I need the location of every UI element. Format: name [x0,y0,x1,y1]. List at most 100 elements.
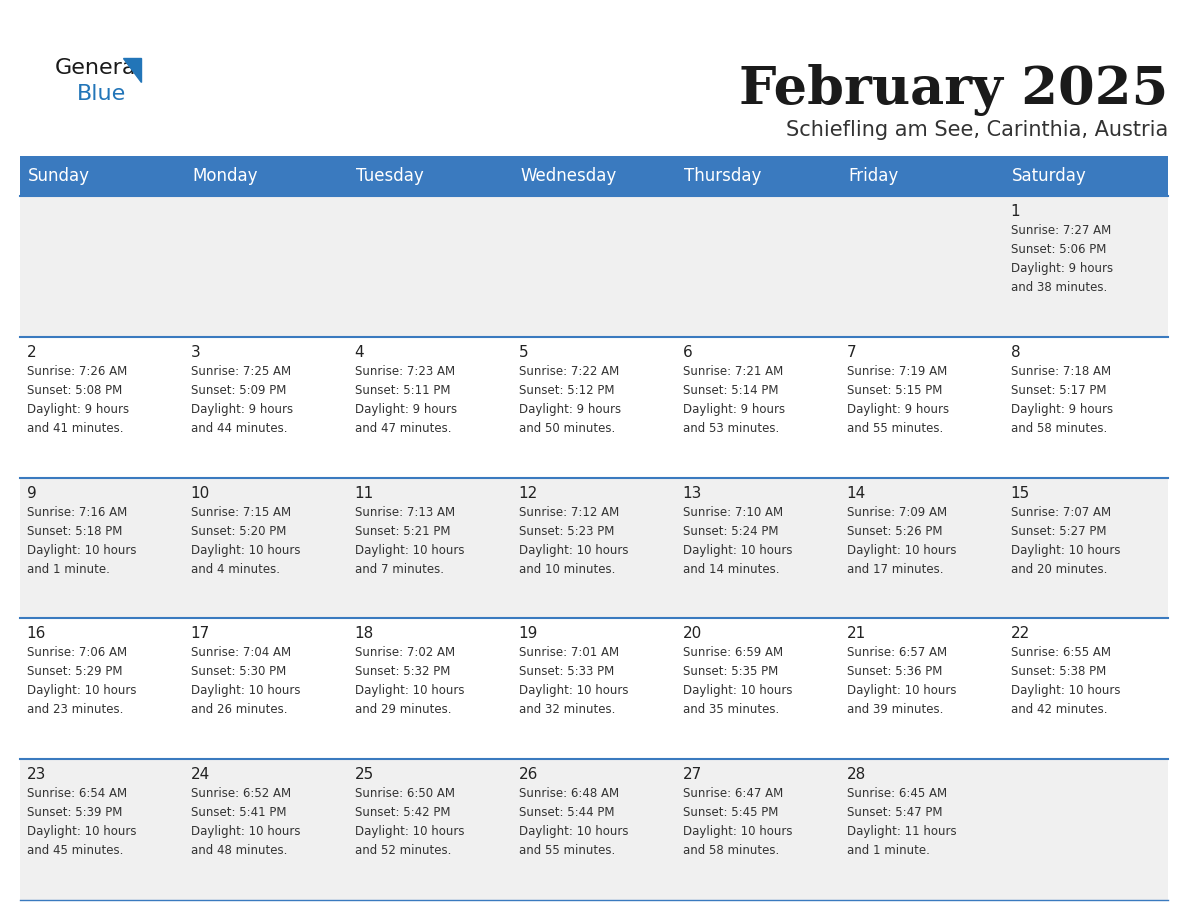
Text: Wednesday: Wednesday [520,167,617,185]
Bar [676,156,840,196]
Text: 24: 24 [190,767,210,782]
Text: Daylight: 10 hours: Daylight: 10 hours [26,543,137,556]
Bar [20,619,1168,759]
Text: Daylight: 9 hours: Daylight: 9 hours [354,403,456,416]
Text: 5: 5 [518,345,529,360]
Text: Sunrise: 7:21 AM: Sunrise: 7:21 AM [683,364,783,378]
Text: Sunset: 5:09 PM: Sunset: 5:09 PM [190,384,286,397]
Text: and 35 minutes.: and 35 minutes. [683,703,779,716]
Text: and 4 minutes.: and 4 minutes. [190,563,279,576]
Text: Sunset: 5:18 PM: Sunset: 5:18 PM [26,524,122,538]
Text: Daylight: 10 hours: Daylight: 10 hours [518,543,628,556]
Text: Daylight: 9 hours: Daylight: 9 hours [26,403,128,416]
Text: Sunset: 5:36 PM: Sunset: 5:36 PM [847,666,942,678]
Text: Sunset: 5:27 PM: Sunset: 5:27 PM [1011,524,1106,538]
Text: and 48 minutes.: and 48 minutes. [190,845,287,857]
Text: and 58 minutes.: and 58 minutes. [1011,421,1107,435]
Text: Sunrise: 6:47 AM: Sunrise: 6:47 AM [683,788,783,800]
Text: Sunset: 5:14 PM: Sunset: 5:14 PM [683,384,778,397]
Text: Sunrise: 7:07 AM: Sunrise: 7:07 AM [1011,506,1111,519]
Text: Daylight: 9 hours: Daylight: 9 hours [1011,262,1113,275]
Text: Daylight: 10 hours: Daylight: 10 hours [518,825,628,838]
Text: and 17 minutes.: and 17 minutes. [847,563,943,576]
Text: Sunrise: 6:45 AM: Sunrise: 6:45 AM [847,788,947,800]
Bar [840,156,1004,196]
Text: Sunrise: 7:23 AM: Sunrise: 7:23 AM [354,364,455,378]
Text: and 29 minutes.: and 29 minutes. [354,703,451,716]
Text: and 38 minutes.: and 38 minutes. [1011,281,1107,294]
Text: Sunrise: 7:06 AM: Sunrise: 7:06 AM [26,646,127,659]
Text: Tuesday: Tuesday [356,167,424,185]
Text: 27: 27 [683,767,702,782]
Text: 22: 22 [1011,626,1030,642]
Text: 20: 20 [683,626,702,642]
Text: 15: 15 [1011,486,1030,500]
Text: 28: 28 [847,767,866,782]
Text: Sunrise: 7:19 AM: Sunrise: 7:19 AM [847,364,947,378]
Text: and 10 minutes.: and 10 minutes. [518,563,615,576]
Text: and 7 minutes.: and 7 minutes. [354,563,443,576]
Text: Daylight: 10 hours: Daylight: 10 hours [354,825,465,838]
Text: Sunrise: 6:48 AM: Sunrise: 6:48 AM [518,788,619,800]
Text: Sunrise: 7:22 AM: Sunrise: 7:22 AM [518,364,619,378]
Text: 4: 4 [354,345,365,360]
Text: Sunset: 5:33 PM: Sunset: 5:33 PM [518,666,614,678]
Text: Sunset: 5:35 PM: Sunset: 5:35 PM [683,666,778,678]
Text: Sunset: 5:38 PM: Sunset: 5:38 PM [1011,666,1106,678]
Text: Sunset: 5:47 PM: Sunset: 5:47 PM [847,806,942,819]
Text: and 55 minutes.: and 55 minutes. [518,845,615,857]
Text: Sunset: 5:42 PM: Sunset: 5:42 PM [354,806,450,819]
Text: Sunset: 5:15 PM: Sunset: 5:15 PM [847,384,942,397]
Bar [184,156,348,196]
Text: 21: 21 [847,626,866,642]
Text: Sunset: 5:20 PM: Sunset: 5:20 PM [190,524,286,538]
Text: Daylight: 9 hours: Daylight: 9 hours [683,403,785,416]
Polygon shape [124,58,141,82]
Text: Daylight: 10 hours: Daylight: 10 hours [190,825,301,838]
Text: 11: 11 [354,486,374,500]
Text: Thursday: Thursday [684,167,762,185]
Text: 16: 16 [26,626,46,642]
Text: Sunrise: 7:16 AM: Sunrise: 7:16 AM [26,506,127,519]
Text: 26: 26 [518,767,538,782]
Text: and 44 minutes.: and 44 minutes. [190,421,287,435]
Text: 7: 7 [847,345,857,360]
Text: 19: 19 [518,626,538,642]
Text: Sunrise: 7:15 AM: Sunrise: 7:15 AM [190,506,291,519]
Text: Sunrise: 7:01 AM: Sunrise: 7:01 AM [518,646,619,659]
Text: Daylight: 10 hours: Daylight: 10 hours [354,685,465,698]
Text: Schiefling am See, Carinthia, Austria: Schiefling am See, Carinthia, Austria [785,120,1168,140]
Text: Daylight: 10 hours: Daylight: 10 hours [847,685,956,698]
Text: Sunrise: 6:52 AM: Sunrise: 6:52 AM [190,788,291,800]
Text: Daylight: 11 hours: Daylight: 11 hours [847,825,956,838]
Text: Daylight: 10 hours: Daylight: 10 hours [26,825,137,838]
Text: Daylight: 10 hours: Daylight: 10 hours [847,543,956,556]
Text: Sunset: 5:41 PM: Sunset: 5:41 PM [190,806,286,819]
Text: Sunday: Sunday [29,167,90,185]
Text: and 50 minutes.: and 50 minutes. [518,421,615,435]
Text: and 53 minutes.: and 53 minutes. [683,421,779,435]
Text: Daylight: 9 hours: Daylight: 9 hours [847,403,949,416]
Text: 9: 9 [26,486,37,500]
Text: Daylight: 10 hours: Daylight: 10 hours [354,543,465,556]
Text: and 20 minutes.: and 20 minutes. [1011,563,1107,576]
Text: and 55 minutes.: and 55 minutes. [847,421,943,435]
Text: Daylight: 10 hours: Daylight: 10 hours [683,543,792,556]
Text: Sunrise: 7:09 AM: Sunrise: 7:09 AM [847,506,947,519]
Text: Daylight: 10 hours: Daylight: 10 hours [190,685,301,698]
Text: 17: 17 [190,626,210,642]
Text: Sunset: 5:21 PM: Sunset: 5:21 PM [354,524,450,538]
Text: Friday: Friday [848,167,898,185]
Text: Saturday: Saturday [1012,167,1087,185]
Text: Sunset: 5:30 PM: Sunset: 5:30 PM [190,666,286,678]
Text: 1: 1 [1011,204,1020,219]
Text: Sunrise: 7:02 AM: Sunrise: 7:02 AM [354,646,455,659]
Text: and 26 minutes.: and 26 minutes. [190,703,287,716]
Text: Blue: Blue [77,84,126,104]
Text: Sunrise: 7:13 AM: Sunrise: 7:13 AM [354,506,455,519]
Text: and 1 minute.: and 1 minute. [26,563,109,576]
Text: Monday: Monday [192,167,258,185]
Text: and 41 minutes.: and 41 minutes. [26,421,124,435]
Text: Sunrise: 6:55 AM: Sunrise: 6:55 AM [1011,646,1111,659]
Text: Sunrise: 7:18 AM: Sunrise: 7:18 AM [1011,364,1111,378]
